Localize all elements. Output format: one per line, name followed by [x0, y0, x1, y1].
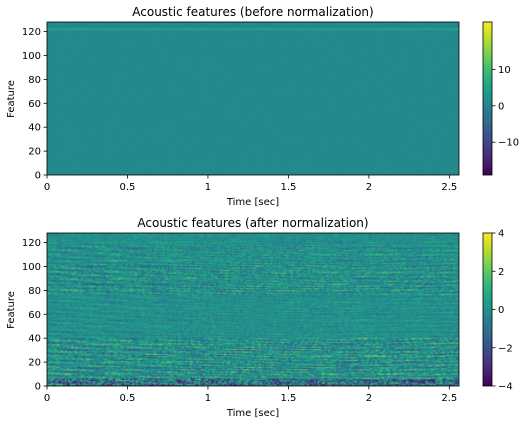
y-axis-label: Feature [6, 80, 17, 118]
y-tick-label: 20 [28, 358, 41, 369]
colorbar-tick-label: 0 [498, 305, 504, 316]
heatmap-image [47, 233, 459, 386]
chart-title: Acoustic features (after normalization) [137, 216, 368, 230]
x-tick-label: 2.5 [441, 393, 457, 404]
chart-before-normalization: Acoustic features (before normalization)… [6, 5, 519, 208]
x-tick-label: 0.5 [120, 393, 136, 404]
x-tick-label: 1.5 [280, 182, 296, 193]
colorbar-tick-label: −4 [498, 382, 513, 393]
plot-frame [46, 21, 460, 176]
colorbar-tick-label: −10 [498, 138, 519, 149]
chart-title: Acoustic features (before normalization) [132, 5, 373, 19]
y-axis-ticks: 0 20 40 60 80 100 120 [22, 27, 47, 182]
colorbar-tick-label: 0 [498, 101, 504, 112]
y-axis-ticks: 0 20 40 60 80 100 120 [22, 238, 47, 393]
x-tick-label: 1.5 [280, 393, 296, 404]
colorbar [483, 22, 492, 175]
y-tick-label: 100 [22, 262, 41, 273]
colorbar-ticks: −4 −2 0 2 4 [492, 229, 513, 393]
y-tick-label: 80 [28, 75, 41, 86]
y-tick-label: 100 [22, 51, 41, 62]
y-tick-label: 40 [28, 123, 41, 134]
colorbar-tick-label: 4 [498, 229, 504, 240]
colorbar-tick-label: 10 [498, 65, 511, 76]
y-tick-label: 0 [35, 382, 41, 393]
y-tick-label: 60 [28, 310, 41, 321]
y-tick-label: 120 [22, 238, 41, 249]
x-tick-label: 2.5 [441, 182, 457, 193]
x-axis-ticks: 0 0.5 1 1.5 2 2.5 [44, 386, 457, 404]
y-tick-label: 120 [22, 27, 41, 38]
x-axis-ticks: 0 0.5 1 1.5 2 2.5 [44, 175, 457, 193]
x-axis-label: Time [sec] [226, 408, 279, 419]
colorbar-frame [482, 21, 493, 176]
y-axis-label: Feature [6, 291, 17, 329]
x-tick-label: 0.5 [120, 182, 136, 193]
colorbar-ticks: −10 0 10 [492, 65, 519, 149]
x-axis-label: Time [sec] [226, 197, 279, 208]
y-tick-label: 0 [35, 171, 41, 182]
x-tick-label: 0 [44, 393, 50, 404]
x-tick-label: 2 [366, 182, 372, 193]
y-tick-label: 40 [28, 334, 41, 345]
colorbar-tick-label: 2 [498, 267, 504, 278]
y-tick-label: 80 [28, 286, 41, 297]
x-tick-label: 1 [205, 393, 211, 404]
x-tick-label: 2 [366, 393, 372, 404]
x-tick-label: 1 [205, 182, 211, 193]
x-tick-label: 0 [44, 182, 50, 193]
colorbar-tick-label: −2 [498, 343, 513, 354]
y-tick-label: 20 [28, 147, 41, 158]
y-tick-label: 60 [28, 99, 41, 110]
colorbar [483, 233, 492, 386]
heatmap-image [47, 22, 459, 175]
plot-frame [46, 232, 460, 387]
chart-after-normalization: Acoustic features (after normalization) … [6, 216, 513, 419]
